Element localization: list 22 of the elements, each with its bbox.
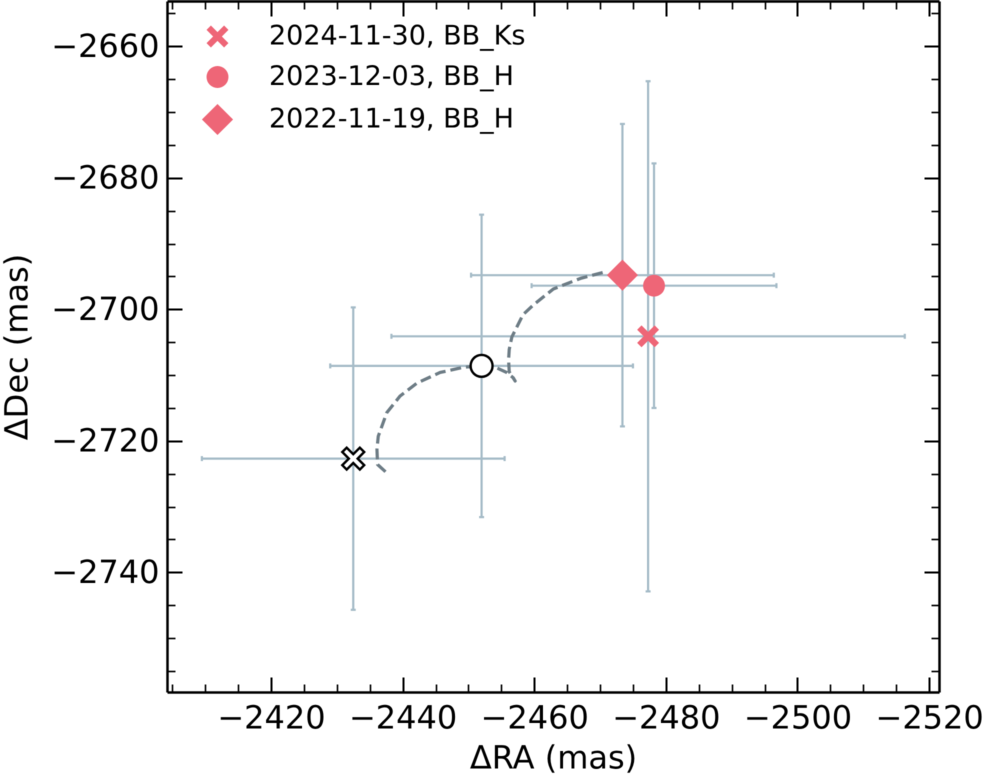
x-tick-label: −2480 [612,698,720,736]
point [637,325,660,348]
y-tick-label: −2660 [51,26,160,65]
point [341,446,366,471]
x-tick-label: −2440 [348,698,458,736]
point [643,274,665,297]
line-series [375,270,604,474]
x-tick-label: −2420 [217,698,326,736]
y-tick-label: −2680 [51,158,160,196]
legend-label: 2023-12-03, BB_H [269,61,514,92]
point [469,354,494,378]
legend-label: 2022-11-19, BB_H [269,104,514,134]
y-tick-label: −2700 [51,290,160,328]
y-tick-label: −2740 [51,552,160,591]
x-tick-label: −2460 [480,698,589,736]
x-axis-title: ΔRA (mas) [470,738,638,776]
point [606,260,638,291]
legend-label: 2024-11-30, BB_Ks [269,20,526,52]
x-tick-label: −2520 [876,698,984,736]
y-axis-title: ΔDec (mas) [0,254,36,440]
x-tick-label: −2500 [744,698,852,736]
y-tick-label: −2720 [51,421,160,460]
